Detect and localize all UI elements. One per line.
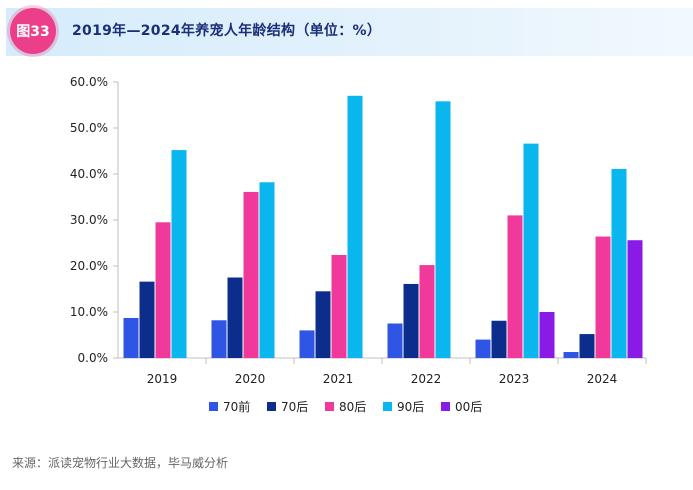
- bar: [435, 101, 451, 358]
- bar: [123, 317, 139, 358]
- legend-swatch: [441, 402, 450, 411]
- bar: [579, 334, 595, 358]
- bar: [475, 339, 491, 358]
- bar: [139, 281, 155, 358]
- bar: [211, 320, 227, 358]
- title-banner: [6, 8, 693, 56]
- bar: [227, 277, 243, 358]
- y-tick-label: 10.0%: [70, 305, 108, 319]
- legend-label: 00后: [455, 400, 482, 414]
- chart-title: 2019年—2024年养宠人年龄结构（单位：%）: [72, 23, 382, 39]
- legend-swatch: [325, 402, 334, 411]
- bar: [387, 323, 403, 358]
- bar: [403, 283, 419, 358]
- x-tick-label: 2019: [147, 372, 178, 386]
- x-tick-label: 2021: [323, 372, 354, 386]
- bar: [243, 191, 259, 358]
- legend-swatch: [267, 402, 276, 411]
- legend-label: 80后: [339, 400, 366, 414]
- x-tick-label: 2023: [499, 372, 530, 386]
- legend-swatch: [209, 402, 218, 411]
- legend-label: 90后: [397, 400, 424, 414]
- bar: [539, 312, 555, 358]
- x-tick-label: 2024: [587, 372, 618, 386]
- legend-label: 70前: [223, 399, 250, 414]
- bar: [491, 320, 507, 358]
- y-tick-label: 30.0%: [70, 213, 108, 227]
- bar: [259, 182, 275, 358]
- legend-label: 70后: [281, 400, 308, 414]
- bar: [595, 236, 611, 358]
- x-tick-label: 2022: [411, 372, 442, 386]
- x-tick-label: 2020: [235, 372, 266, 386]
- bar: [155, 222, 171, 358]
- chart-area: 0.0% 10.0% 20.0% 30.0% 40.0% 50.0% 60.0% 2019 20…: [0, 60, 693, 440]
- figure-badge: 图33: [10, 8, 56, 54]
- bar: [419, 265, 435, 358]
- y-tick-label: 40.0%: [70, 167, 108, 181]
- bar: [611, 168, 627, 358]
- y-tick-label: 20.0%: [70, 259, 108, 273]
- legend-swatch: [383, 402, 392, 411]
- bar: [627, 240, 643, 358]
- source-note: 来源：派读宠物行业大数据，毕马威分析: [12, 456, 229, 470]
- bar: [331, 254, 347, 358]
- y-tick-label: 0.0%: [78, 351, 109, 365]
- bar: [315, 291, 331, 358]
- bar: [299, 330, 315, 358]
- bar: [507, 215, 523, 358]
- y-tick-label: 50.0%: [70, 121, 108, 135]
- y-tick-label: 60.0%: [70, 75, 108, 89]
- bar-chart: 0.0% 10.0% 20.0% 30.0% 40.0% 50.0% 60.0% 2019 20…: [70, 75, 647, 414]
- bar: [347, 95, 363, 359]
- bar: [523, 143, 539, 358]
- bar: [563, 352, 579, 358]
- bar: [171, 150, 187, 358]
